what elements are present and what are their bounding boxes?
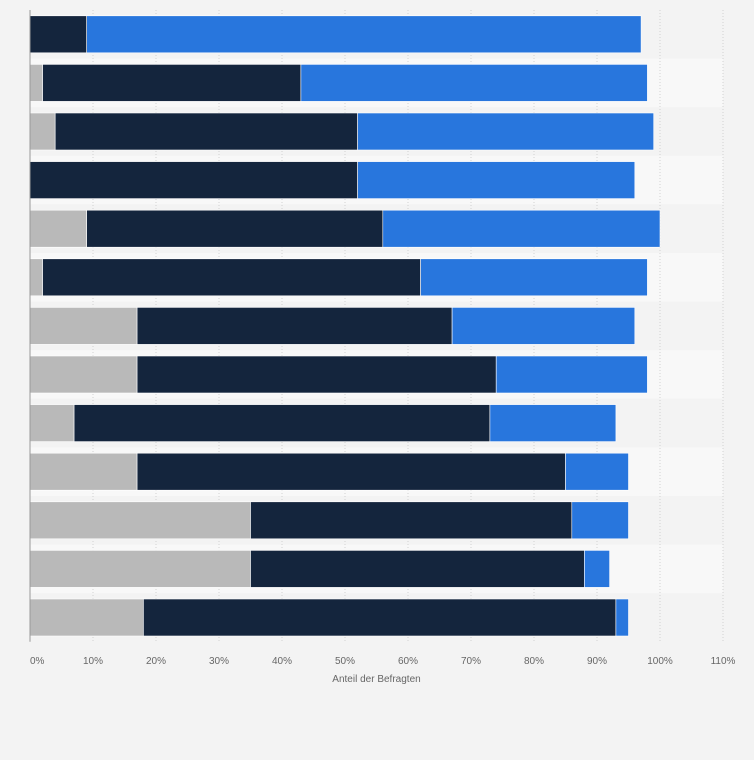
bar-segment-series-1 — [29, 112, 56, 151]
x-tick-label: 90% — [587, 656, 607, 667]
bar-segment-series-2 — [136, 452, 566, 491]
x-tick-label: 70% — [461, 656, 481, 667]
bar-segment-series-3 — [451, 307, 636, 345]
bar-segment-series-3 — [571, 501, 629, 540]
bar-segment-series-3 — [489, 404, 617, 442]
bar-segment-series-3 — [382, 209, 661, 248]
x-tick-labels: 0% 10% 20% 30% 40% 50% 60% 70% 80% 90% 100% 110% — [30, 656, 736, 667]
bar-segment-series-3 — [357, 161, 636, 199]
bar-segment-series-1 — [29, 598, 144, 637]
bar-segment-series-2 — [86, 209, 384, 248]
bar-segment-series-2 — [54, 112, 358, 151]
bar-segment-series-2 — [29, 15, 88, 54]
bar-segment-series-1 — [29, 355, 138, 394]
bar-segment-series-2 — [250, 501, 573, 540]
bar-segment-series-1 — [29, 209, 88, 248]
x-tick-label: 20% — [146, 656, 166, 667]
x-tick-label: 40% — [272, 656, 292, 667]
bar-segment-series-1 — [29, 404, 75, 442]
bar-segment-series-2 — [143, 598, 617, 637]
bar-segment-series-3 — [420, 258, 648, 297]
bar-segment-series-3 — [300, 64, 648, 102]
x-tick-label: 80% — [524, 656, 544, 667]
bar-segment-series-2 — [42, 64, 302, 102]
bar-segment-series-2 — [29, 161, 358, 199]
x-tick-label: 100% — [647, 656, 673, 667]
bar-segment-series-3 — [86, 15, 642, 54]
x-tick-label: 0% — [30, 656, 45, 667]
bar-segment-series-1 — [29, 258, 43, 297]
x-tick-label: 50% — [335, 656, 355, 667]
bar-segment-series-3 — [584, 550, 610, 588]
x-tick-label: 30% — [209, 656, 229, 667]
bar-segment-series-1 — [29, 452, 138, 491]
bar-segment-series-3 — [357, 112, 655, 151]
bar-segment-series-3 — [495, 355, 648, 394]
bar-segment-series-1 — [29, 64, 43, 102]
bar-segment-series-1 — [29, 501, 251, 540]
bar-segment-series-2 — [136, 355, 497, 394]
bars — [29, 15, 661, 637]
bar-segment-series-3 — [615, 598, 629, 637]
bar-segment-series-1 — [29, 550, 251, 588]
bar-segment-series-1 — [29, 307, 138, 345]
bar-segment-series-2 — [73, 404, 491, 442]
bar-segment-series-2 — [136, 307, 453, 345]
bar-segment-series-2 — [250, 550, 585, 588]
x-tick-label: 10% — [83, 656, 103, 667]
bar-segment-series-3 — [565, 452, 629, 491]
bar-segment-series-2 — [42, 258, 421, 297]
x-axis-title: Anteil der Befragten — [332, 674, 420, 685]
x-tick-label: 110% — [711, 656, 736, 667]
x-tick-label: 60% — [398, 656, 418, 667]
